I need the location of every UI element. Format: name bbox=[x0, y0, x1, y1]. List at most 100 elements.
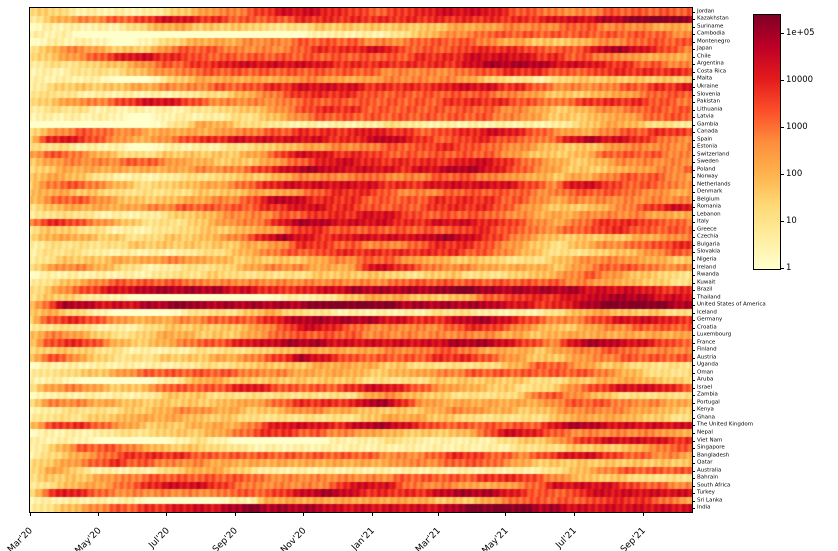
country-label: Bangladesh bbox=[697, 451, 730, 458]
country-tick-mark bbox=[692, 19, 695, 21]
country-tick-mark bbox=[692, 342, 695, 344]
country-label: France bbox=[697, 338, 716, 345]
country-label: The United Kingdom bbox=[697, 421, 754, 428]
x-tick-mark bbox=[303, 512, 305, 516]
country-tick-mark bbox=[692, 86, 695, 88]
country-tick-mark bbox=[692, 402, 695, 404]
x-tick-mark bbox=[505, 512, 507, 516]
country-label: Turkey bbox=[697, 489, 715, 496]
country-tick-mark bbox=[692, 34, 695, 36]
country-tick-mark bbox=[692, 139, 695, 141]
country-tick-mark bbox=[692, 132, 695, 134]
country-tick-mark bbox=[692, 252, 695, 254]
country-tick-mark bbox=[692, 478, 695, 480]
country-label: Switzerland bbox=[697, 150, 730, 157]
x-tick-mark bbox=[643, 512, 644, 516]
country-tick-mark bbox=[692, 177, 695, 179]
x-tick-mark bbox=[573, 512, 575, 516]
country-tick-mark bbox=[692, 117, 695, 119]
country-label: Pakistan bbox=[697, 98, 721, 105]
country-label: Ukraine bbox=[697, 83, 719, 90]
country-label: Nepal bbox=[697, 429, 713, 436]
country-tick-mark bbox=[692, 350, 695, 352]
country-label: Chile bbox=[697, 53, 711, 60]
country-tick-mark bbox=[692, 500, 695, 502]
country-label: Slovakia bbox=[697, 248, 721, 255]
x-tick-label: Sep'21 bbox=[541, 518, 648, 551]
country-tick-mark bbox=[692, 56, 695, 58]
country-tick-mark bbox=[692, 192, 695, 194]
country-label: Sri Lanka bbox=[697, 496, 723, 503]
country-tick-mark bbox=[692, 26, 695, 28]
country-tick-mark bbox=[692, 417, 695, 419]
country-label: South Africa bbox=[697, 481, 731, 488]
country-label: Belgium bbox=[697, 196, 720, 203]
legend-tick-label: 100 bbox=[786, 168, 803, 179]
country-label: Brazil bbox=[697, 286, 713, 293]
country-tick-mark bbox=[692, 199, 695, 201]
country-label: Uganda bbox=[697, 361, 719, 368]
country-label: Spain bbox=[697, 135, 713, 142]
country-tick-mark bbox=[692, 11, 695, 13]
country-tick-mark bbox=[692, 260, 695, 261]
legend-tick-mark bbox=[780, 173, 784, 175]
country-tick-mark bbox=[692, 41, 695, 43]
country-tick-mark bbox=[692, 440, 695, 442]
x-tick-mark bbox=[235, 512, 237, 516]
country-label: Finland bbox=[697, 346, 717, 353]
country-tick-mark bbox=[692, 102, 695, 104]
country-label: Latvia bbox=[697, 113, 714, 120]
country-label: Jordan bbox=[697, 8, 715, 14]
country-tick-mark bbox=[692, 372, 695, 374]
country-label: Canada bbox=[697, 128, 718, 135]
country-tick-mark bbox=[692, 290, 695, 292]
country-label: Kazakhstan bbox=[697, 15, 729, 22]
country-tick-mark bbox=[692, 425, 695, 427]
country-tick-mark bbox=[692, 237, 695, 239]
country-tick-mark bbox=[692, 448, 695, 450]
legend-colorbar bbox=[753, 14, 781, 270]
country-label: Ghana bbox=[697, 414, 715, 421]
country-tick-mark bbox=[692, 282, 695, 284]
country-tick-mark bbox=[692, 71, 695, 73]
country-tick-mark bbox=[692, 154, 695, 156]
country-label: Montenegro bbox=[697, 38, 731, 45]
country-tick-mark bbox=[692, 433, 695, 434]
x-tick-mark bbox=[30, 512, 31, 516]
country-label: Portugal bbox=[697, 399, 720, 406]
country-label: Italy bbox=[697, 218, 709, 225]
country-tick-mark bbox=[692, 305, 695, 307]
country-tick-mark bbox=[692, 275, 695, 277]
country-label: Japan bbox=[697, 45, 713, 52]
x-tick-mark bbox=[166, 512, 168, 516]
legend-tick-label: 1000 bbox=[786, 121, 808, 132]
x-tick-mark bbox=[371, 512, 373, 516]
country-label: Romania bbox=[697, 203, 722, 210]
country-label: Kenya bbox=[697, 406, 714, 413]
country-label: Croatia bbox=[697, 323, 717, 330]
country-label: Costa Rica bbox=[697, 68, 727, 75]
country-tick-mark bbox=[692, 365, 695, 367]
country-tick-mark bbox=[692, 207, 695, 209]
country-label: Singapore bbox=[697, 444, 725, 451]
x-tick-mark bbox=[98, 512, 100, 516]
country-tick-mark bbox=[692, 463, 695, 465]
country-tick-mark bbox=[692, 94, 695, 96]
country-tick-mark bbox=[692, 297, 695, 299]
country-tick-mark bbox=[692, 312, 695, 314]
country-label: Cambodia bbox=[697, 30, 725, 37]
legend-tick-label: 1e+05 bbox=[786, 27, 815, 38]
country-label: Netherlands bbox=[697, 181, 731, 188]
legend-tick-mark bbox=[780, 79, 784, 81]
country-tick-mark bbox=[692, 508, 695, 510]
country-tick-mark bbox=[692, 267, 695, 269]
country-label: Thailand bbox=[697, 293, 721, 300]
country-tick-mark bbox=[692, 410, 695, 412]
country-label: Suriname bbox=[697, 23, 724, 30]
country-label: Israel bbox=[697, 384, 713, 391]
country-tick-mark bbox=[692, 387, 695, 389]
country-tick-mark bbox=[692, 320, 695, 322]
country-tick-mark bbox=[692, 335, 695, 337]
country-label: Kuwait bbox=[697, 278, 716, 285]
